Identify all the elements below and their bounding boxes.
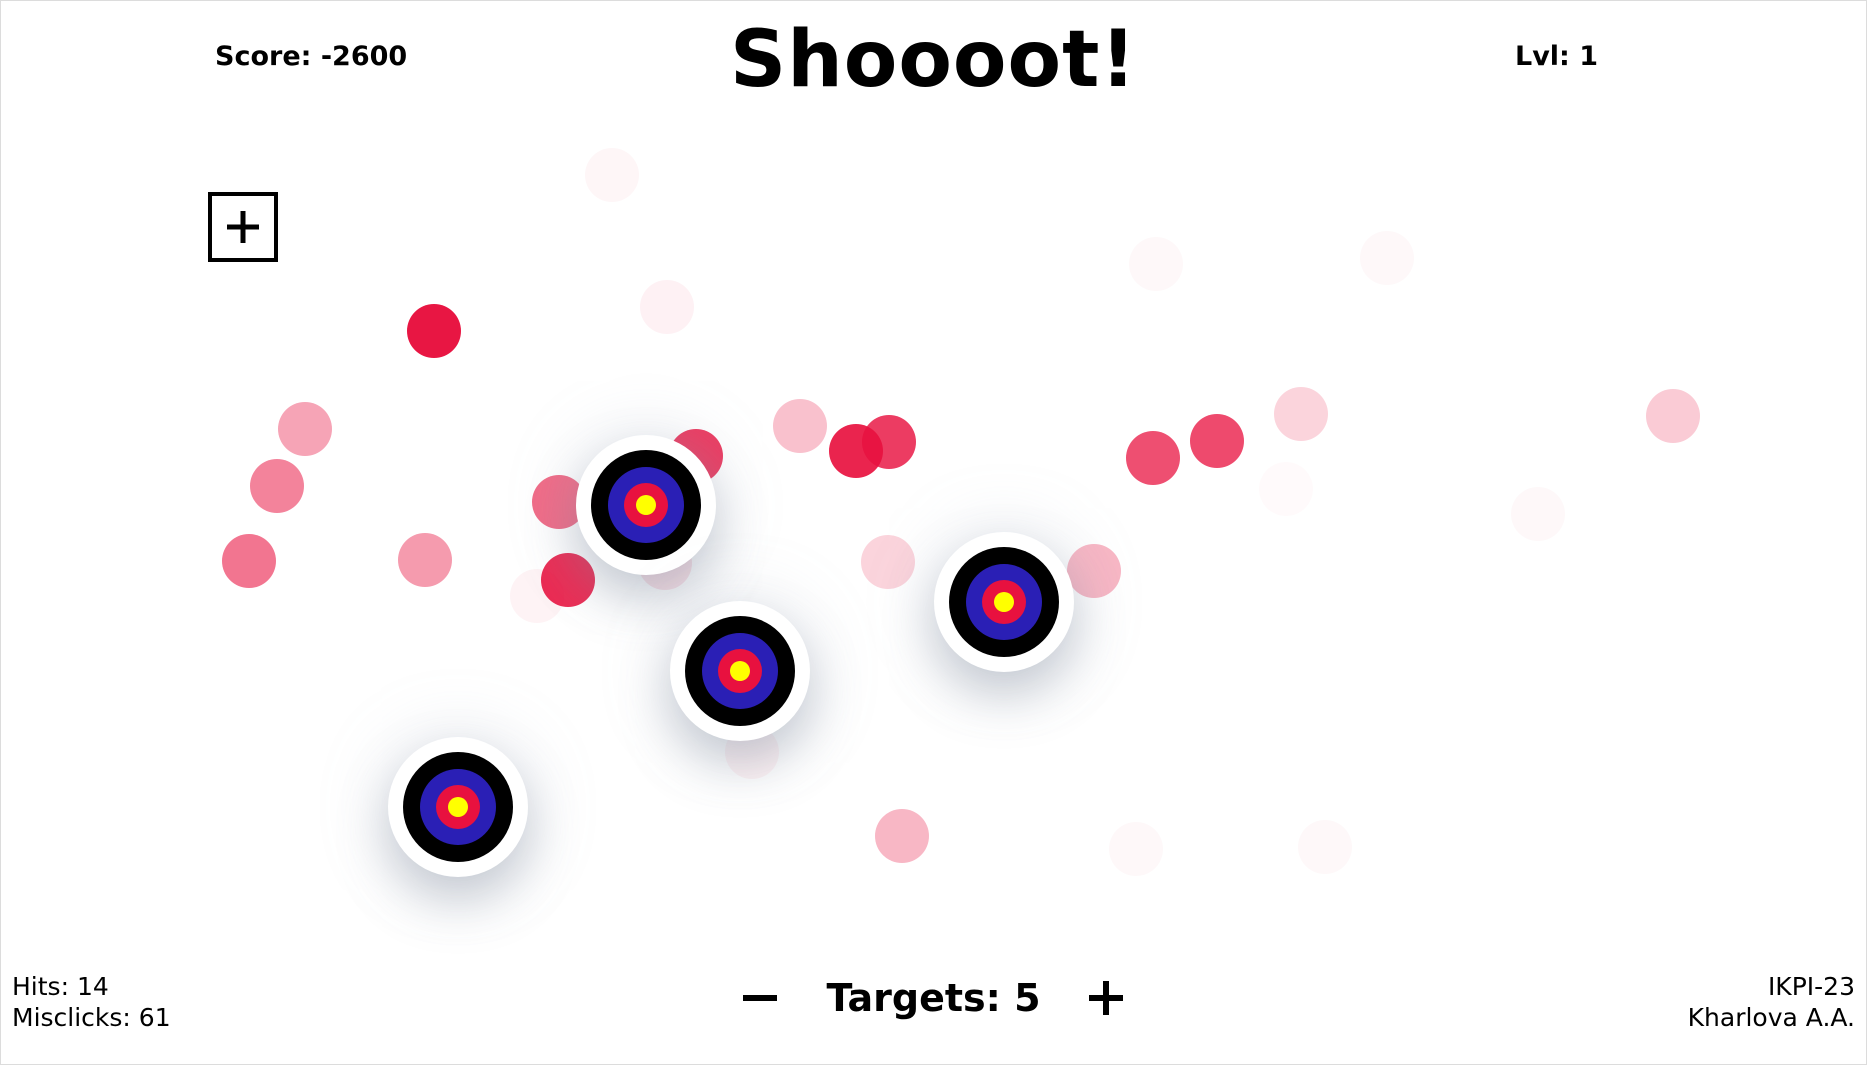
- misclick-dot: [1259, 462, 1313, 516]
- misclick-dot: [861, 535, 915, 589]
- targets-count: Targets: 5: [826, 975, 1041, 1020]
- misclick-dot: [398, 533, 452, 587]
- misclick-dot: [1298, 820, 1352, 874]
- misclick-dot: [1126, 431, 1180, 485]
- plus-icon: [1088, 980, 1123, 1015]
- target[interactable]: [388, 737, 528, 877]
- misclick-dot: [1360, 231, 1414, 285]
- misclick-dot: [773, 399, 827, 453]
- author-label: Kharlova A.A.: [1687, 1003, 1855, 1032]
- level-display: Lvl: 1: [1515, 41, 1599, 72]
- misclick-dot: [407, 304, 461, 358]
- increase-targets-button[interactable]: [1084, 976, 1128, 1020]
- score-display: Score: -2600: [215, 41, 408, 72]
- hits-counter: Hits: 14: [12, 972, 109, 1001]
- misclick-dot: [1129, 237, 1183, 291]
- group-label: IKPI-23: [1767, 972, 1855, 1001]
- stats-panel: Hits: 14 Misclicks: 61: [12, 971, 171, 1033]
- misclick-dot: [250, 459, 304, 513]
- misclick-dot: [1646, 389, 1700, 443]
- misclick-dot: [510, 569, 564, 623]
- misclick-dot: [1511, 487, 1565, 541]
- target-bullseye: [730, 661, 750, 681]
- misclick-dot: [1274, 387, 1328, 441]
- target[interactable]: [670, 601, 810, 741]
- target-bullseye: [636, 495, 656, 515]
- minus-icon: [743, 994, 778, 1001]
- misclick-dot: [1109, 822, 1163, 876]
- misclick-dot: [1067, 544, 1121, 598]
- plus-icon: [227, 211, 259, 243]
- target[interactable]: [576, 435, 716, 575]
- misclick-dot: [541, 553, 595, 607]
- target[interactable]: [934, 532, 1074, 672]
- misclick-dot: [862, 415, 916, 469]
- misclick-dot: [278, 402, 332, 456]
- target-bullseye: [994, 592, 1014, 612]
- decrease-targets-button[interactable]: [739, 976, 783, 1020]
- misclick-dot: [222, 534, 276, 588]
- misclick-dot: [640, 280, 694, 334]
- misclick-dot: [875, 809, 929, 863]
- misclick-dot: [585, 148, 639, 202]
- add-target-button[interactable]: [208, 192, 278, 262]
- misclick-dot: [1190, 414, 1244, 468]
- targets-control: Targets: 5: [1, 973, 1866, 1020]
- misclicks-counter: Misclicks: 61: [12, 1003, 171, 1032]
- target-bullseye: [448, 797, 468, 817]
- game-title: Shoooot!: [730, 15, 1137, 105]
- credits: IKPI-23 Kharlova A.A.: [1688, 971, 1855, 1033]
